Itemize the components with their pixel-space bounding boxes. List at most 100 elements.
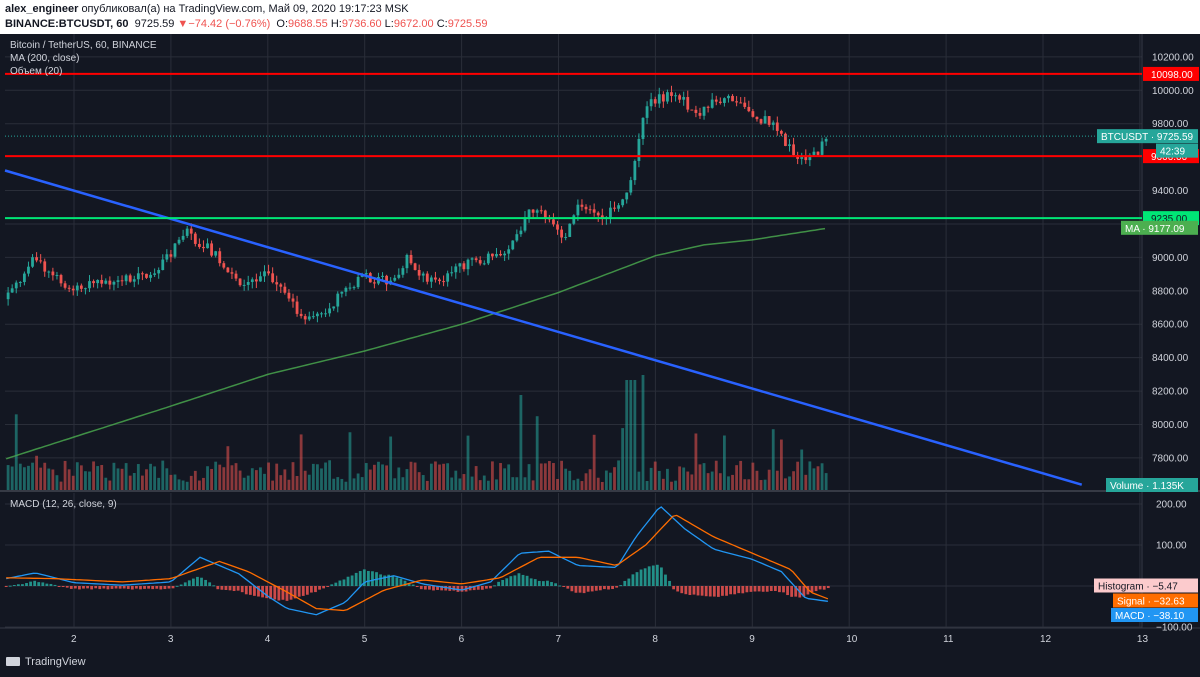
- macd-histogram-bar: [578, 586, 582, 593]
- candle-up: [812, 151, 816, 155]
- candle-up: [674, 95, 677, 97]
- volume-bar: [385, 465, 388, 490]
- volume-bar: [653, 461, 657, 490]
- macd-legend[interactable]: MACD (12, 26, close, 9): [10, 499, 117, 510]
- macd-histogram-bar: [183, 582, 187, 586]
- candle-down: [743, 102, 747, 107]
- volume-bar: [226, 446, 230, 490]
- volume-bar: [401, 477, 405, 490]
- volume-bar: [694, 433, 698, 490]
- volume-bar: [560, 460, 564, 490]
- macd-histogram-bar: [554, 583, 557, 586]
- volume-bar: [820, 463, 824, 490]
- time-axis-tick-label: 3: [168, 634, 174, 645]
- macd-histogram-bar: [721, 586, 724, 596]
- candle-up: [332, 306, 336, 309]
- volume-legend[interactable]: Объем (20): [10, 66, 63, 77]
- volume-bar: [128, 475, 132, 490]
- level-price-label-bg: [1143, 66, 1199, 81]
- volume-bar: [523, 477, 527, 490]
- ma-legend[interactable]: MA (200, close): [10, 53, 80, 64]
- candle-up: [124, 275, 128, 282]
- macd-histogram-bar: [358, 571, 362, 586]
- macd-histogram-bar: [49, 583, 53, 586]
- volume-bar: [779, 439, 783, 490]
- tradingview-logo[interactable]: TradingView: [6, 656, 86, 668]
- macd-histogram-bar: [806, 586, 810, 595]
- candle-down: [128, 275, 132, 282]
- volume-bar: [234, 463, 238, 490]
- candle-up: [466, 259, 470, 270]
- time-axis-tick-label: 5: [362, 634, 368, 645]
- close-value: 9725.59: [447, 18, 488, 30]
- volume-bar: [287, 479, 291, 490]
- candle-down: [584, 206, 588, 210]
- macd-histogram-bar: [692, 586, 696, 595]
- macd-histogram-bar: [305, 586, 309, 595]
- macd-tag-label: Signal · −32.63: [1117, 597, 1185, 608]
- volume-bar: [193, 470, 197, 490]
- macd-histogram-bar: [765, 586, 769, 592]
- macd-histogram-bar: [485, 586, 488, 589]
- volume-bar: [613, 467, 616, 490]
- macd-histogram-bar: [196, 576, 199, 586]
- candle-up: [564, 236, 568, 238]
- macd-histogram-bar: [106, 586, 110, 590]
- candle-up: [800, 155, 804, 159]
- volume-bar: [609, 472, 612, 490]
- macd-histogram-bar: [318, 586, 321, 590]
- candle-down: [759, 119, 763, 124]
- volume-bar: [645, 480, 649, 490]
- published-text: опубликовал(а) на TradingView.com, Май 0…: [81, 3, 409, 15]
- candle-down: [145, 273, 148, 278]
- volume-bar: [499, 463, 502, 490]
- volume-bar: [804, 474, 808, 490]
- brand-label: TradingView: [25, 656, 86, 668]
- candle-up: [75, 285, 79, 291]
- macd-histogram-bar: [415, 586, 419, 587]
- volume-bar: [666, 468, 669, 490]
- candle-up: [320, 313, 323, 315]
- volume-bar: [641, 375, 645, 490]
- volume-bar: [637, 471, 641, 490]
- volume-bar: [303, 470, 307, 490]
- footer-bar: [0, 648, 1200, 677]
- volume-bar: [434, 461, 437, 490]
- candle-up: [450, 272, 454, 274]
- macd-histogram-bar: [175, 585, 179, 587]
- open-value: 9688.55: [288, 18, 328, 30]
- macd-histogram-bar: [769, 586, 773, 592]
- volume-bar: [27, 465, 30, 490]
- volume-bar: [739, 460, 743, 490]
- chart-canvas[interactable]: 10200.00 10000.00 9800.00 9400.00 9 200.00 900…: [0, 34, 1200, 648]
- macd-histogram-bar: [419, 586, 423, 590]
- candle-up: [523, 217, 527, 231]
- volume-bar: [580, 481, 584, 490]
- volume-bar: [600, 481, 604, 490]
- volume-bar: [511, 477, 515, 490]
- macd-histogram-bar: [460, 586, 464, 592]
- candle-up: [820, 141, 824, 155]
- time-axis-tick-label: 10: [846, 634, 858, 645]
- macd-histogram-bar: [53, 584, 57, 586]
- volume-bar: [421, 475, 425, 490]
- volume-bar: [100, 465, 104, 490]
- volume-bar: [10, 466, 14, 490]
- macd-histogram-bar: [664, 574, 667, 586]
- macd-histogram-bar: [627, 578, 631, 586]
- volume-bar: [43, 462, 47, 490]
- macd-histogram-bar: [541, 581, 545, 586]
- candle-down: [210, 243, 213, 256]
- macd-histogram-bar: [672, 586, 676, 590]
- volume-bar: [409, 461, 413, 490]
- candle-down: [218, 251, 222, 264]
- macd-histogram-bar: [143, 586, 146, 589]
- volume-bar: [145, 469, 148, 490]
- publisher-name[interactable]: alex_engineer: [5, 3, 79, 15]
- candle-up: [356, 276, 360, 288]
- volume-bar: [446, 463, 450, 490]
- volume-bar: [633, 380, 637, 490]
- candle-down: [79, 285, 83, 289]
- macd-histogram-bar: [334, 582, 338, 586]
- candle-up: [621, 199, 625, 206]
